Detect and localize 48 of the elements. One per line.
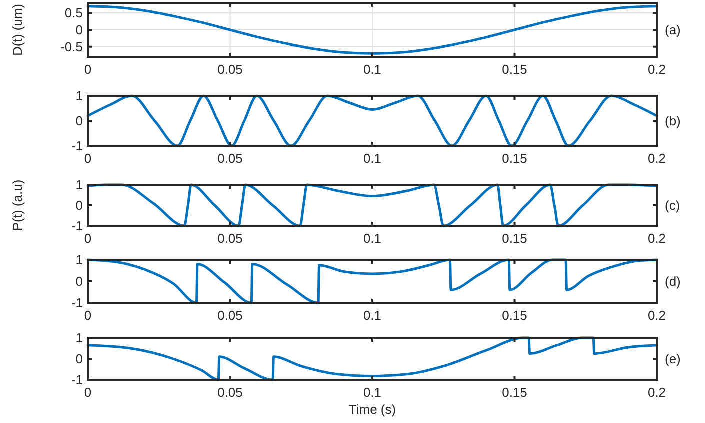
x-tick-label: 0.2: [648, 308, 666, 323]
y-tick-label: 0: [76, 352, 83, 367]
x-tick-label: 0.05: [218, 308, 243, 323]
y-tick-label: 0.5: [64, 6, 83, 21]
x-tick-label: 0.15: [502, 151, 528, 166]
x-tick-label: 0.2: [648, 385, 666, 400]
y-tick-label: -1: [71, 138, 83, 154]
x-axis-title: Time (s): [348, 402, 396, 417]
text: (d): [665, 274, 681, 290]
y-tick-label: 1: [76, 330, 83, 346]
y-tick-label: 1: [76, 88, 83, 104]
y-tick-label: 0: [76, 114, 83, 129]
line-series: [86, 336, 658, 382]
x-tick-label: 0.2: [648, 231, 666, 246]
y-axis-title: D(t) (um): [10, 4, 25, 56]
line-series: [86, 94, 658, 148]
y-tick-label: 0: [76, 198, 83, 214]
y-tick-label: 1: [76, 178, 83, 193]
y-tick-label: -1: [71, 296, 83, 311]
x-tick-label: 0.05: [218, 385, 243, 400]
y-tick-label: 0: [76, 274, 83, 290]
x-tick-label: 0.15: [502, 308, 528, 323]
x-tick-label: 0.15: [502, 385, 528, 400]
line-series: [86, 184, 658, 228]
x-tick-label: 0.05: [218, 62, 243, 77]
x-tick-label: 0.1: [363, 151, 382, 166]
line-series: [86, 258, 658, 304]
x-tick-label: 0.15: [502, 62, 528, 77]
x-tick-label: 0.2: [648, 62, 666, 77]
y-tick-label: 0: [76, 22, 83, 38]
x-tick-label: 0.2: [648, 151, 666, 166]
x-tick-label: 0.1: [363, 308, 382, 323]
text: (c): [665, 198, 680, 214]
text: (e): [665, 352, 681, 367]
y-tick-label: -0.5: [60, 39, 83, 54]
y-tick-label: 1: [76, 252, 83, 268]
y-axis-title: P(t) (a.u): [10, 180, 25, 232]
x-tick-label: 0.1: [363, 385, 382, 400]
y-tick-label: -1: [71, 218, 83, 234]
text: (b): [665, 114, 681, 129]
x-tick-label: 0.05: [218, 231, 243, 246]
x-tick-label: 0.05: [218, 151, 243, 166]
x-tick-label: 0.1: [363, 231, 382, 246]
y-tick-label: -1: [71, 372, 83, 388]
line-series: [86, 5, 658, 55]
text: (a): [665, 22, 681, 38]
x-tick-label: 0.15: [502, 231, 528, 246]
x-tick-label: 0.1: [363, 62, 382, 77]
